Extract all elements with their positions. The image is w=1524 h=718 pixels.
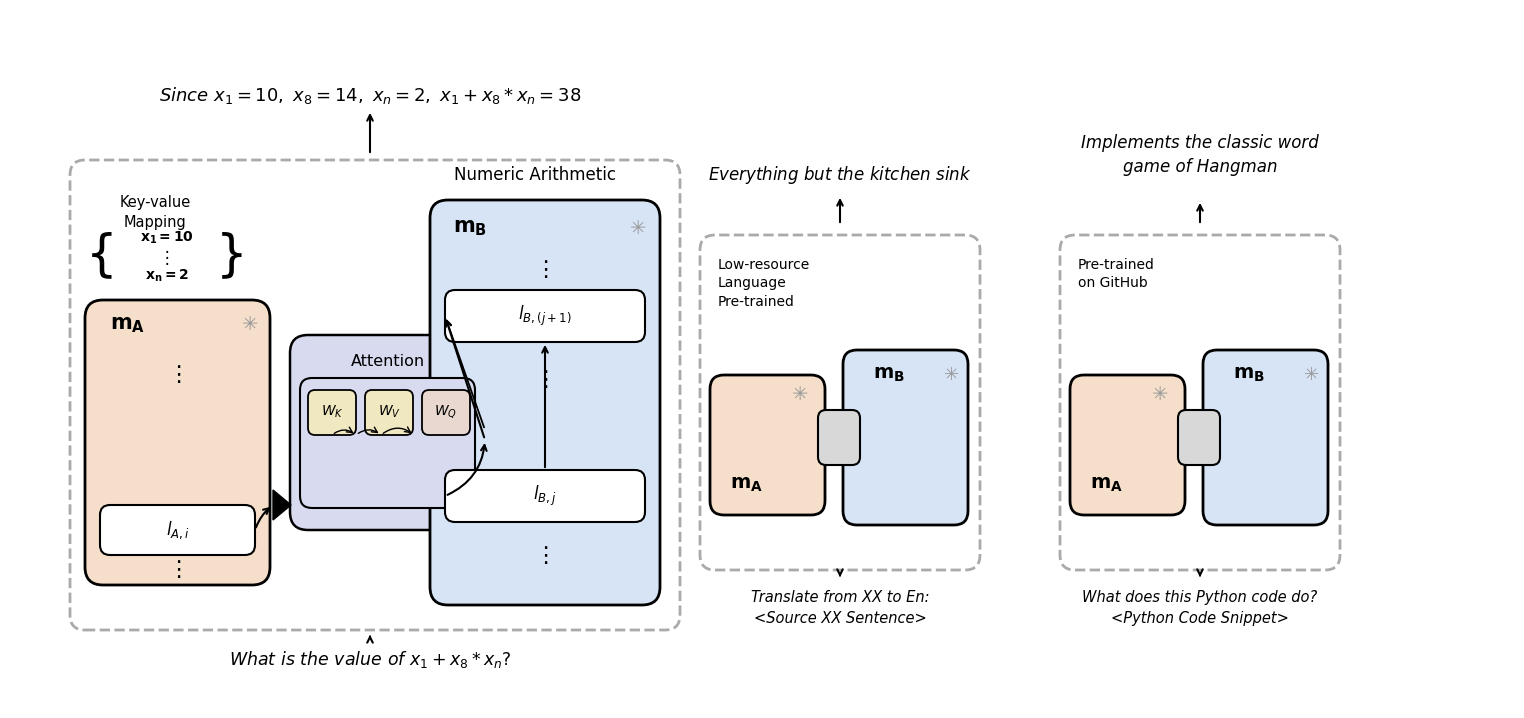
- Text: ⋮: ⋮: [158, 249, 175, 267]
- FancyBboxPatch shape: [366, 390, 413, 435]
- FancyBboxPatch shape: [70, 160, 680, 630]
- Text: $l_{B,j}$: $l_{B,j}$: [533, 484, 556, 508]
- Text: $\it{Since\ x_1{=}10,\ x_8{=}14,\ x_n{=}2,\ x_1 + x_8 * x_n = 38}$: $\it{Since\ x_1{=}10,\ x_8{=}14,\ x_n{=}…: [158, 85, 581, 106]
- Text: $\mathbf{m_A}$: $\mathbf{m_A}$: [110, 315, 145, 335]
- Text: Pre-trained
on GitHub: Pre-trained on GitHub: [1077, 258, 1155, 290]
- Text: $\mathbf{x_n = 2}$: $\mathbf{x_n = 2}$: [145, 268, 189, 284]
- FancyBboxPatch shape: [1070, 375, 1186, 515]
- Text: $\mathbf{m_A}$: $\mathbf{m_A}$: [730, 475, 764, 495]
- FancyBboxPatch shape: [85, 300, 270, 585]
- Text: ⋮: ⋮: [533, 260, 556, 280]
- Text: ⋮: ⋮: [166, 560, 189, 580]
- Polygon shape: [273, 490, 291, 520]
- Text: What does this Python code do?
<Python Code Snippet>: What does this Python code do? <Python C…: [1082, 590, 1318, 626]
- FancyBboxPatch shape: [700, 235, 980, 570]
- Text: }: }: [216, 231, 248, 279]
- FancyBboxPatch shape: [1202, 350, 1327, 525]
- FancyBboxPatch shape: [308, 390, 357, 435]
- Text: ✳: ✳: [1152, 386, 1169, 404]
- Text: Attention: Attention: [351, 355, 425, 370]
- Text: $\mathbf{m_B}$: $\mathbf{m_B}$: [1233, 365, 1265, 385]
- Text: {: {: [87, 231, 117, 279]
- Text: ✳: ✳: [242, 315, 258, 335]
- Text: Key-value
Mapping: Key-value Mapping: [119, 195, 190, 230]
- Text: Implements the classic word
game of Hangman: Implements the classic word game of Hang…: [1081, 134, 1318, 177]
- FancyBboxPatch shape: [300, 378, 475, 508]
- Text: ⋮: ⋮: [533, 546, 556, 566]
- Text: ⋮: ⋮: [166, 365, 189, 385]
- Text: $W_Q$: $W_Q$: [434, 404, 457, 421]
- FancyBboxPatch shape: [710, 375, 824, 515]
- Text: ✳: ✳: [945, 366, 960, 384]
- Text: Low-resource
Language
Pre-trained: Low-resource Language Pre-trained: [718, 258, 811, 309]
- Text: Translate from XX to En:
<Source XX Sentence>: Translate from XX to En: <Source XX Sent…: [751, 590, 930, 626]
- Text: $\it{Everything\ but\ the\ kitchen\ sink}$: $\it{Everything\ but\ the\ kitchen\ sink…: [709, 164, 972, 186]
- Text: ⋮: ⋮: [533, 370, 556, 390]
- FancyBboxPatch shape: [843, 350, 968, 525]
- FancyBboxPatch shape: [818, 410, 860, 465]
- Text: $\mathbf{x_1 = 10}$: $\mathbf{x_1 = 10}$: [140, 230, 194, 246]
- FancyBboxPatch shape: [1061, 235, 1340, 570]
- Text: $l_{B,(j+1)}$: $l_{B,(j+1)}$: [518, 304, 572, 328]
- Text: $l_{A,i}$: $l_{A,i}$: [166, 519, 190, 541]
- Text: $\it{What\ is\ the\ value\ of\ x_1 + x_8 * x_n?}$: $\it{What\ is\ the\ value\ of\ x_1 + x_8…: [229, 650, 512, 671]
- Text: $W_V$: $W_V$: [378, 404, 401, 420]
- FancyBboxPatch shape: [430, 200, 660, 605]
- Text: $\mathbf{m_B}$: $\mathbf{m_B}$: [453, 218, 488, 238]
- Text: ✳: ✳: [629, 218, 646, 238]
- FancyBboxPatch shape: [290, 335, 485, 530]
- Text: $\mathbf{m_B}$: $\mathbf{m_B}$: [873, 365, 905, 385]
- FancyBboxPatch shape: [422, 390, 469, 435]
- Text: $W_K$: $W_K$: [320, 404, 343, 420]
- Text: ✳: ✳: [792, 386, 808, 404]
- FancyBboxPatch shape: [101, 505, 255, 555]
- Text: Numeric Arithmetic: Numeric Arithmetic: [454, 166, 616, 184]
- FancyBboxPatch shape: [1178, 410, 1221, 465]
- FancyBboxPatch shape: [445, 290, 645, 342]
- FancyBboxPatch shape: [445, 470, 645, 522]
- Text: $\mathbf{m_A}$: $\mathbf{m_A}$: [1090, 475, 1123, 495]
- Text: ✳: ✳: [1305, 366, 1320, 384]
